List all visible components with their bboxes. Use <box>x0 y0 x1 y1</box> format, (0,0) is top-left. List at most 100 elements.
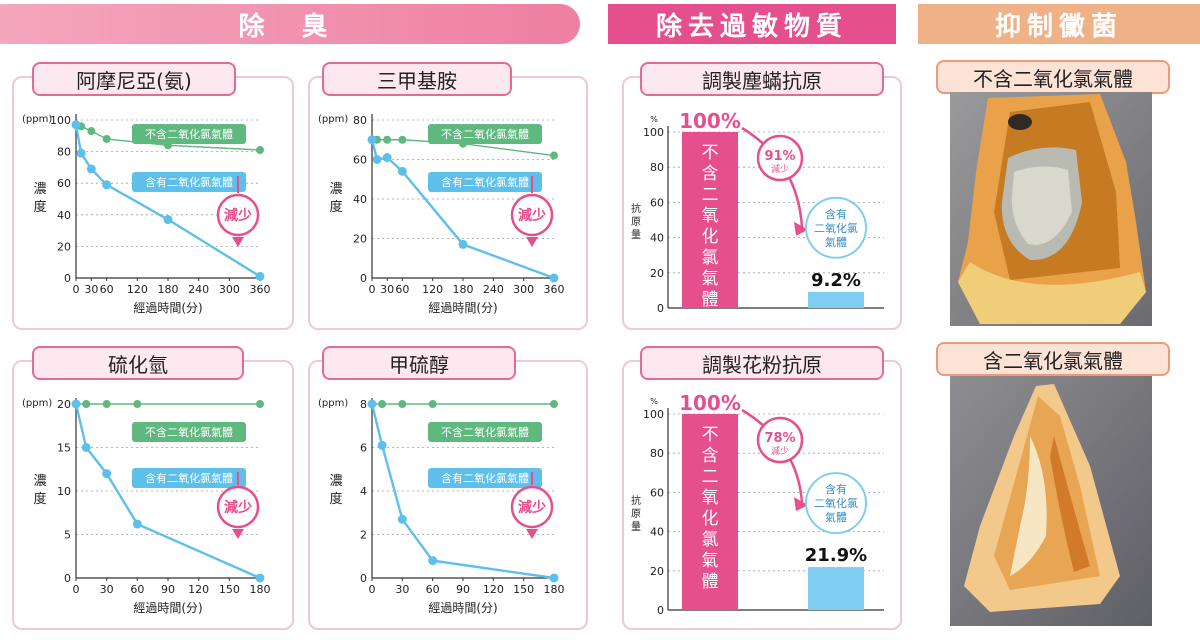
data-point-without <box>398 400 407 408</box>
bar-with-bubble <box>805 472 867 535</box>
bar-without-label: 化 <box>702 227 719 247</box>
y-tick-label: 4 <box>360 485 367 498</box>
data-point-with <box>428 556 438 566</box>
data-point-without <box>102 400 111 408</box>
reduce-badge-text: 減少 <box>518 207 546 224</box>
y-axis-label: 度 <box>329 491 342 507</box>
unit-label: % <box>650 115 658 124</box>
y-tick-label: 0 <box>657 604 664 617</box>
y-tick-label: 2 <box>360 529 367 542</box>
legend-without-label: 不含二氧化氯氣體 <box>441 127 529 141</box>
data-point-with <box>86 164 96 174</box>
bar-without-label: 體 <box>702 290 719 310</box>
data-point-without <box>102 134 111 143</box>
ammonia-title: 阿摩尼亞(氨) <box>32 62 236 96</box>
x-tick-label: 30 <box>380 283 394 296</box>
allergen-removal-banner: 除去過敏物質 <box>608 4 896 44</box>
bar-without-label: 氯 <box>702 530 719 550</box>
x-tick-label: 360 <box>544 283 565 296</box>
bar-without-label: 二 <box>702 185 719 205</box>
photo-title-with: 含二氧化氯氣體 <box>936 342 1170 376</box>
x-tick-label: 150 <box>513 583 534 596</box>
y-tick-label: 15 <box>57 442 71 455</box>
x-tick-label: 60 <box>130 583 144 596</box>
x-axis-label: 經過時間(分) <box>428 601 497 615</box>
y-tick-label: 0 <box>64 572 71 585</box>
y-tick-label: 0 <box>360 272 367 285</box>
legend-without-box <box>132 124 246 144</box>
x-tick-label: 180 <box>250 583 271 596</box>
x-tick-label: 0 <box>73 583 80 596</box>
bar-without <box>682 414 738 610</box>
y-tick-label: 0 <box>360 572 367 585</box>
bar-without-label: 不 <box>702 425 719 445</box>
bar-without-label: 二 <box>702 467 719 487</box>
y-tick-label: 80 <box>353 114 367 127</box>
bar-without-label: 體 <box>702 572 719 592</box>
bar-without-label: 氣 <box>702 269 719 289</box>
reduce-badge-text: 減少 <box>224 499 252 516</box>
data-point-with <box>163 215 173 225</box>
y-tick-label: 40 <box>650 526 664 539</box>
y-axis-label: 原 <box>631 508 641 520</box>
x-tick-label: 120 <box>188 583 209 596</box>
data-point-without <box>550 151 558 160</box>
bar-without-value: 100% <box>679 109 741 133</box>
data-point-with <box>372 155 382 164</box>
x-tick-label: 0 <box>369 583 376 596</box>
dust-mite-title-text: 調製塵蟎抗原 <box>702 68 822 93</box>
reduce-arrow-head <box>232 237 244 247</box>
y-tick-label: 100 <box>643 408 664 421</box>
bar-with-bubble <box>805 196 867 259</box>
y-tick-label: 80 <box>650 161 664 174</box>
bar-without-label: 氯 <box>702 248 719 268</box>
data-point-with <box>397 514 407 524</box>
y-axis-label: 濃 <box>329 474 342 489</box>
unit-label: (ppm) <box>318 114 348 125</box>
bar-without-label: 含 <box>702 446 719 466</box>
bar-without-label: 化 <box>702 509 719 529</box>
bar-with <box>808 291 864 308</box>
x-tick-label: 30 <box>84 283 98 296</box>
reduce-arrow-head <box>526 529 538 539</box>
x-tick-label: 0 <box>73 283 80 296</box>
reduction-arrow-head <box>794 497 808 512</box>
x-tick-label: 90 <box>456 583 470 596</box>
unit-label: % <box>650 397 658 406</box>
legend-with-label: 含有二氧化氯氣體 <box>145 471 233 485</box>
y-tick-label: 40 <box>353 193 367 206</box>
data-point-with <box>549 273 559 283</box>
mold-inhibition-banner: 抑制黴菌 <box>918 4 1200 44</box>
bar-with-value: 21.9% <box>805 545 867 566</box>
y-axis-label: 度 <box>33 491 46 507</box>
y-axis-label: 量 <box>631 229 641 241</box>
photo-title-without: 不含二氧化氯氣體 <box>936 60 1170 94</box>
x-tick-label: 60 <box>426 583 440 596</box>
pollen-title: 調製花粉抗原 <box>640 346 884 380</box>
moldy-pumpkin-photo <box>950 92 1152 326</box>
methyl-mercaptan-title-text: 甲硫醇 <box>389 352 449 377</box>
data-point-with <box>367 135 377 145</box>
y-tick-label: 20 <box>57 398 71 411</box>
y-tick-label: 60 <box>353 154 367 167</box>
y-axis-label: 度 <box>33 199 46 215</box>
data-point-with <box>76 148 86 158</box>
ammonia-title-text: 阿摩尼亞(氨) <box>76 68 192 93</box>
bar-with-label: 含有 <box>825 207 847 221</box>
fresh-pumpkin-photo <box>950 376 1152 626</box>
deodorization-banner: 除 臭 <box>0 4 580 44</box>
x-tick-label: 30 <box>395 583 409 596</box>
data-point-with <box>81 443 91 452</box>
bar-without-label: 氧 <box>702 206 719 226</box>
y-tick-label: 5 <box>64 529 71 542</box>
bar-without <box>682 132 738 308</box>
x-axis-label: 經過時間(分) <box>133 601 202 615</box>
reduction-word: 減少 <box>771 445 789 457</box>
hydrogen-sulfide-title-text: 硫化氫 <box>108 352 168 377</box>
x-tick-label: 180 <box>158 283 179 296</box>
x-tick-label: 120 <box>483 583 504 596</box>
reduction-percent: 91% <box>764 149 795 164</box>
trimethylamine-title-text: 三甲基胺 <box>377 68 457 93</box>
